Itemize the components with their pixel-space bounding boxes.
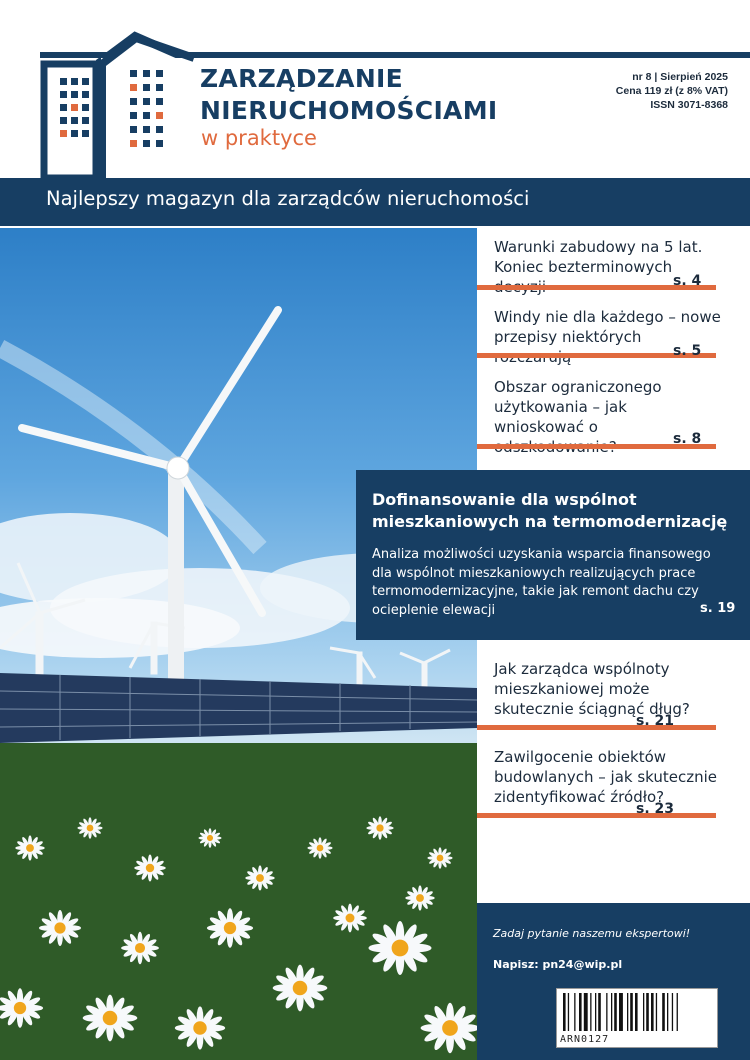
tagline-bar — [0, 178, 750, 226]
article-rule — [477, 725, 716, 730]
barcode-number: ARN0127 — [560, 1034, 610, 1045]
article-page: s. 21 — [636, 713, 675, 729]
feature-box — [356, 470, 750, 640]
building-icon — [40, 31, 195, 178]
article-page: s. 23 — [636, 801, 675, 817]
article-title: Jak zarządca wspólnoty mieszkaniowej moż… — [494, 660, 690, 718]
feature-body: Analiza możliwości uzyskania wsparcia fi… — [372, 547, 711, 618]
article-page: s. 8 — [673, 431, 702, 447]
barcode-icon — [563, 993, 678, 1031]
article-page: s. 4 — [673, 273, 702, 289]
article-rule — [477, 444, 716, 449]
magazine-subtitle: w praktyce — [201, 126, 317, 150]
cover-photo — [0, 228, 477, 1060]
article-rule — [477, 285, 716, 290]
masthead-rule — [40, 52, 750, 58]
issue-number: nr 8 | Sierpień 2025 — [632, 71, 728, 83]
contact-email[interactable]: Napisz: pn24@wip.pl — [493, 958, 623, 971]
magazine-title-line1: ZARZĄDZANIE — [200, 64, 404, 93]
tagline: Najlepszy magazyn dla zarządców nierucho… — [46, 187, 530, 210]
magazine-title-line2: NIERUCHOMOŚCIAMI — [200, 96, 498, 125]
article-title: Zawilgocenie obiektów budowlanych – jak … — [494, 748, 718, 806]
feature-page: s. 19 — [700, 601, 736, 616]
price: Cena 119 zł (z 8% VAT) — [615, 85, 728, 97]
issn: ISSN 3071-8368 — [650, 99, 728, 111]
article-page: s. 5 — [673, 343, 702, 359]
barcode — [556, 988, 718, 1048]
feature-title: Dofinansowanie dla wspólnot mieszkaniowy… — [372, 490, 728, 531]
wind-turbines-solar-flowers-image — [0, 306, 477, 1060]
article-rule — [477, 353, 716, 358]
article-rule — [477, 813, 716, 818]
article-title: Warunki zabudowy na 5 lat. Koniec bezter… — [494, 238, 703, 296]
ask-expert-text: Zadaj pytanie naszemu ekspertowi! — [493, 927, 691, 940]
article-title: Windy nie dla każdego – nowe przepisy ni… — [494, 308, 721, 366]
